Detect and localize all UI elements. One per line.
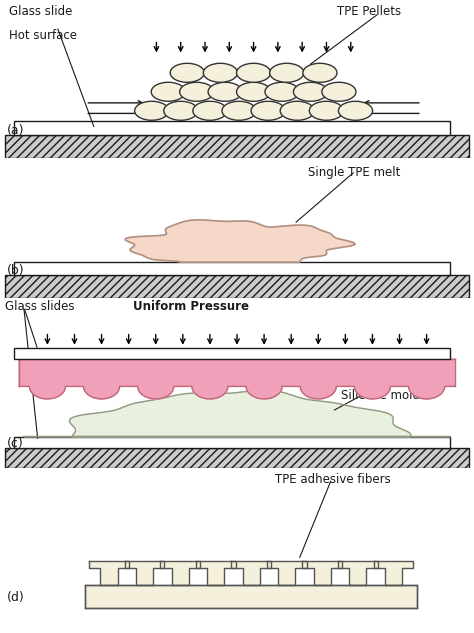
- Circle shape: [135, 101, 169, 120]
- Polygon shape: [302, 561, 342, 568]
- Bar: [14, 437, 450, 448]
- Polygon shape: [338, 561, 378, 568]
- Polygon shape: [160, 561, 200, 568]
- Bar: [14, 262, 450, 275]
- Text: (a): (a): [7, 124, 25, 137]
- Circle shape: [237, 63, 271, 82]
- Text: (d): (d): [7, 591, 25, 604]
- Bar: [5, 135, 469, 158]
- Circle shape: [151, 82, 185, 101]
- Text: Single TPE melt: Single TPE melt: [308, 166, 401, 179]
- Bar: [5, 275, 469, 298]
- Polygon shape: [278, 568, 295, 585]
- Circle shape: [203, 63, 237, 82]
- Polygon shape: [136, 568, 153, 585]
- Bar: [14, 122, 450, 135]
- Circle shape: [170, 63, 204, 82]
- Polygon shape: [125, 561, 164, 568]
- Circle shape: [338, 101, 373, 120]
- Text: (c): (c): [7, 437, 24, 450]
- Bar: [5, 448, 469, 468]
- Polygon shape: [89, 561, 129, 568]
- Polygon shape: [19, 359, 455, 399]
- Circle shape: [280, 101, 314, 120]
- Circle shape: [322, 82, 356, 101]
- Polygon shape: [196, 561, 236, 568]
- Polygon shape: [125, 220, 355, 262]
- Text: TPE Pellets: TPE Pellets: [337, 5, 401, 18]
- Circle shape: [180, 82, 214, 101]
- Polygon shape: [385, 568, 402, 585]
- Text: Glass slide: Glass slide: [9, 5, 73, 18]
- Bar: [14, 348, 450, 359]
- Text: Hot surface: Hot surface: [9, 29, 77, 42]
- Circle shape: [164, 101, 198, 120]
- Polygon shape: [24, 390, 450, 437]
- Polygon shape: [231, 561, 271, 568]
- Circle shape: [237, 82, 271, 101]
- Text: (b): (b): [7, 265, 25, 277]
- Text: TPE adhesive fibers: TPE adhesive fibers: [275, 473, 391, 487]
- Polygon shape: [207, 568, 224, 585]
- Text: Uniform Pressure: Uniform Pressure: [133, 300, 249, 313]
- Polygon shape: [267, 561, 307, 568]
- Polygon shape: [100, 568, 118, 585]
- Circle shape: [303, 63, 337, 82]
- Text: Glass slides: Glass slides: [5, 300, 74, 313]
- Polygon shape: [314, 568, 331, 585]
- Circle shape: [310, 101, 344, 120]
- Circle shape: [222, 101, 256, 120]
- Polygon shape: [172, 568, 189, 585]
- Text: Silicone mold: Silicone mold: [341, 389, 420, 402]
- Circle shape: [251, 101, 285, 120]
- Circle shape: [265, 82, 299, 101]
- Bar: [85, 585, 417, 608]
- Polygon shape: [243, 568, 260, 585]
- Circle shape: [193, 101, 227, 120]
- Polygon shape: [374, 561, 413, 568]
- Circle shape: [293, 82, 328, 101]
- Polygon shape: [349, 568, 366, 585]
- Circle shape: [208, 82, 242, 101]
- Circle shape: [270, 63, 304, 82]
